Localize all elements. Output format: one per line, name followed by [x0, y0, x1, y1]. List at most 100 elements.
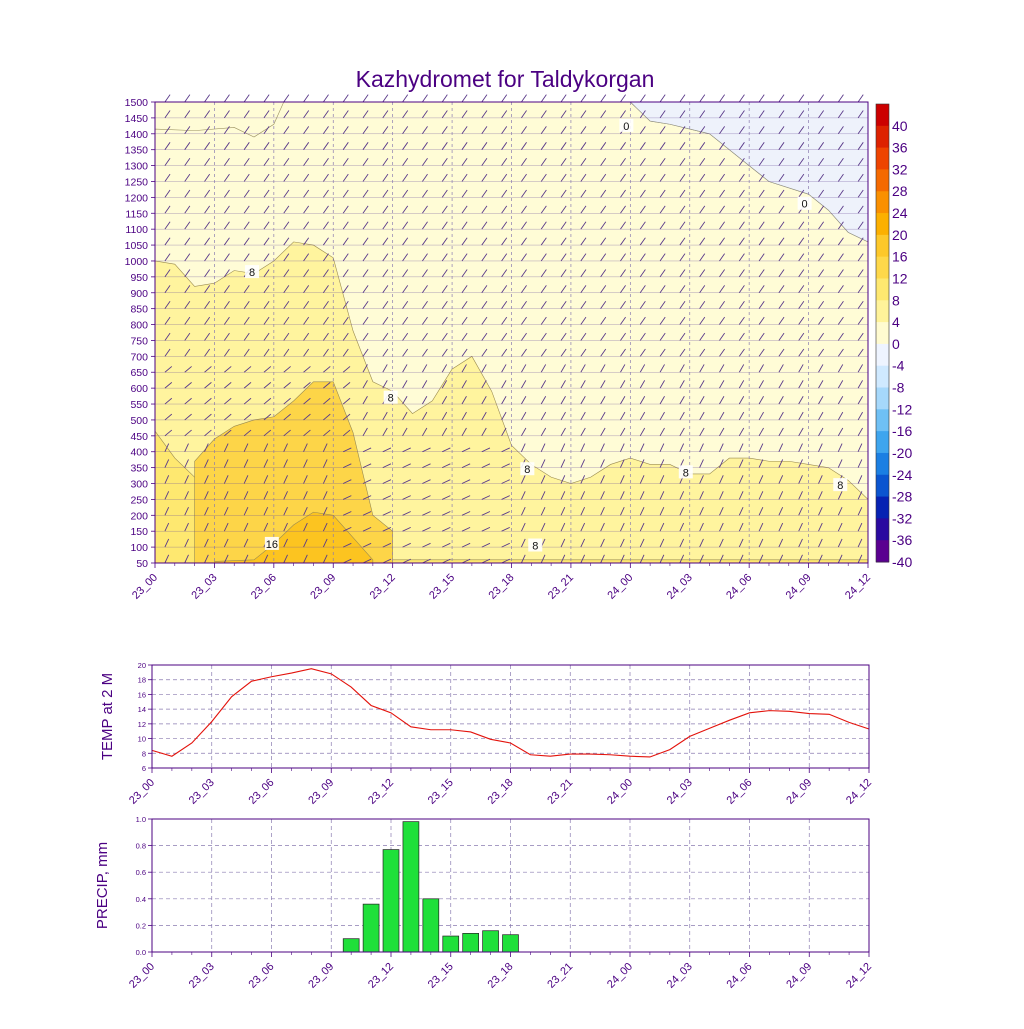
wind-barb — [441, 558, 451, 564]
wind-barb — [560, 253, 567, 262]
wind-barb — [521, 142, 527, 150]
wind-barb — [501, 380, 507, 389]
colorbar-swatch — [876, 278, 889, 301]
temp-x-tick-label: 23_09 — [306, 777, 336, 807]
wind-barb — [362, 396, 368, 405]
wind-barb — [501, 269, 508, 278]
wind-barb — [818, 538, 823, 548]
wind-barb — [204, 506, 209, 516]
wind-barb — [223, 348, 230, 357]
main-x-tick-label: 24_06 — [724, 572, 754, 602]
wind-barb — [263, 269, 270, 278]
wind-barb — [322, 491, 328, 500]
wind-barb — [342, 413, 351, 421]
wind-barb — [679, 189, 686, 198]
wind-barb — [224, 366, 232, 373]
wind-barb — [164, 522, 170, 532]
wind-barb — [323, 429, 331, 437]
wind-barb — [223, 506, 229, 516]
cross-section-panel: 0 0 8 8 8 8 8 8 16 50 100 150 200 250 300 350 400 450 500 5… — [125, 94, 873, 602]
wind-barb — [818, 142, 825, 150]
wind-barb — [758, 269, 765, 278]
main-x-tick-label: 24_03 — [665, 572, 695, 602]
wind-barb — [164, 506, 170, 516]
wind-barb — [580, 459, 586, 468]
wind-barb — [382, 285, 389, 294]
wind-barb — [699, 237, 706, 246]
wind-barb — [204, 538, 209, 548]
wind-barb — [818, 427, 824, 437]
wind-barb — [303, 189, 310, 198]
wind-barb — [263, 126, 270, 135]
wind-barb — [857, 237, 864, 246]
wind-barb — [263, 253, 270, 262]
wind-barb — [243, 189, 250, 198]
y-tick-label: 650 — [130, 367, 148, 379]
wind-barb — [382, 189, 389, 198]
wind-barb — [184, 126, 191, 135]
wind-barb — [639, 205, 646, 214]
wind-barb — [184, 382, 192, 389]
wind-barb — [441, 526, 451, 532]
wind-barb — [441, 316, 448, 325]
wind-barb — [362, 411, 368, 421]
wind-barb — [837, 459, 843, 468]
temp-y-tick-label: 8 — [142, 749, 146, 758]
wind-barb — [422, 479, 431, 484]
wind-barb — [184, 443, 189, 452]
precip-y-tick-label: 0.2 — [136, 921, 146, 930]
wind-barb — [164, 366, 173, 373]
contour-label-bg — [520, 462, 535, 476]
wind-barb — [322, 221, 329, 230]
wind-barb — [758, 221, 765, 230]
wind-barb — [778, 475, 784, 484]
wind-barb — [659, 554, 665, 564]
wind-barb — [362, 221, 369, 230]
colorbar-label: 24 — [892, 205, 908, 221]
wind-barb — [461, 253, 468, 262]
wind-barb — [659, 301, 666, 309]
wind-barb — [283, 253, 290, 262]
wind-barb — [362, 511, 372, 516]
wind-barb — [659, 522, 665, 532]
wind-barb — [798, 554, 803, 564]
wind-barb — [382, 411, 388, 421]
wind-barb — [441, 237, 448, 246]
wind-barb — [402, 237, 409, 246]
y-tick-label: 550 — [130, 399, 148, 411]
wind-barb — [402, 157, 409, 166]
wind-barb — [481, 142, 488, 150]
wind-barb — [580, 380, 586, 389]
wind-barb — [738, 189, 745, 198]
wind-barb — [699, 443, 704, 452]
wind-barb — [738, 301, 745, 309]
y-tick-label: 900 — [130, 288, 148, 300]
wind-barb — [303, 237, 310, 246]
wind-barb — [639, 554, 645, 564]
wind-barb — [857, 396, 863, 405]
wind-barb — [738, 364, 745, 373]
wind-barb — [243, 237, 250, 246]
wind-barb — [837, 269, 844, 278]
wind-barb — [580, 332, 587, 341]
wind-barb — [481, 526, 491, 532]
wind-barb — [719, 491, 724, 500]
wind-barb — [303, 366, 311, 373]
wind-barb — [402, 189, 409, 198]
wind-barb — [620, 459, 625, 468]
wind-barb — [798, 332, 805, 341]
wind-barb — [719, 237, 725, 246]
wind-barb — [580, 269, 587, 278]
wind-barb — [422, 237, 428, 246]
wind-barb — [204, 348, 211, 357]
wind-barb — [600, 427, 606, 437]
wind-barb — [620, 142, 626, 150]
wind-barb — [263, 110, 270, 119]
temp-y-tick-label: 12 — [138, 720, 146, 729]
wind-barb — [322, 443, 328, 452]
wind-barb — [857, 157, 864, 166]
wind-barb — [699, 522, 704, 532]
wind-barb — [679, 364, 685, 373]
wind-barb — [758, 538, 764, 548]
wind-barb — [778, 554, 784, 564]
